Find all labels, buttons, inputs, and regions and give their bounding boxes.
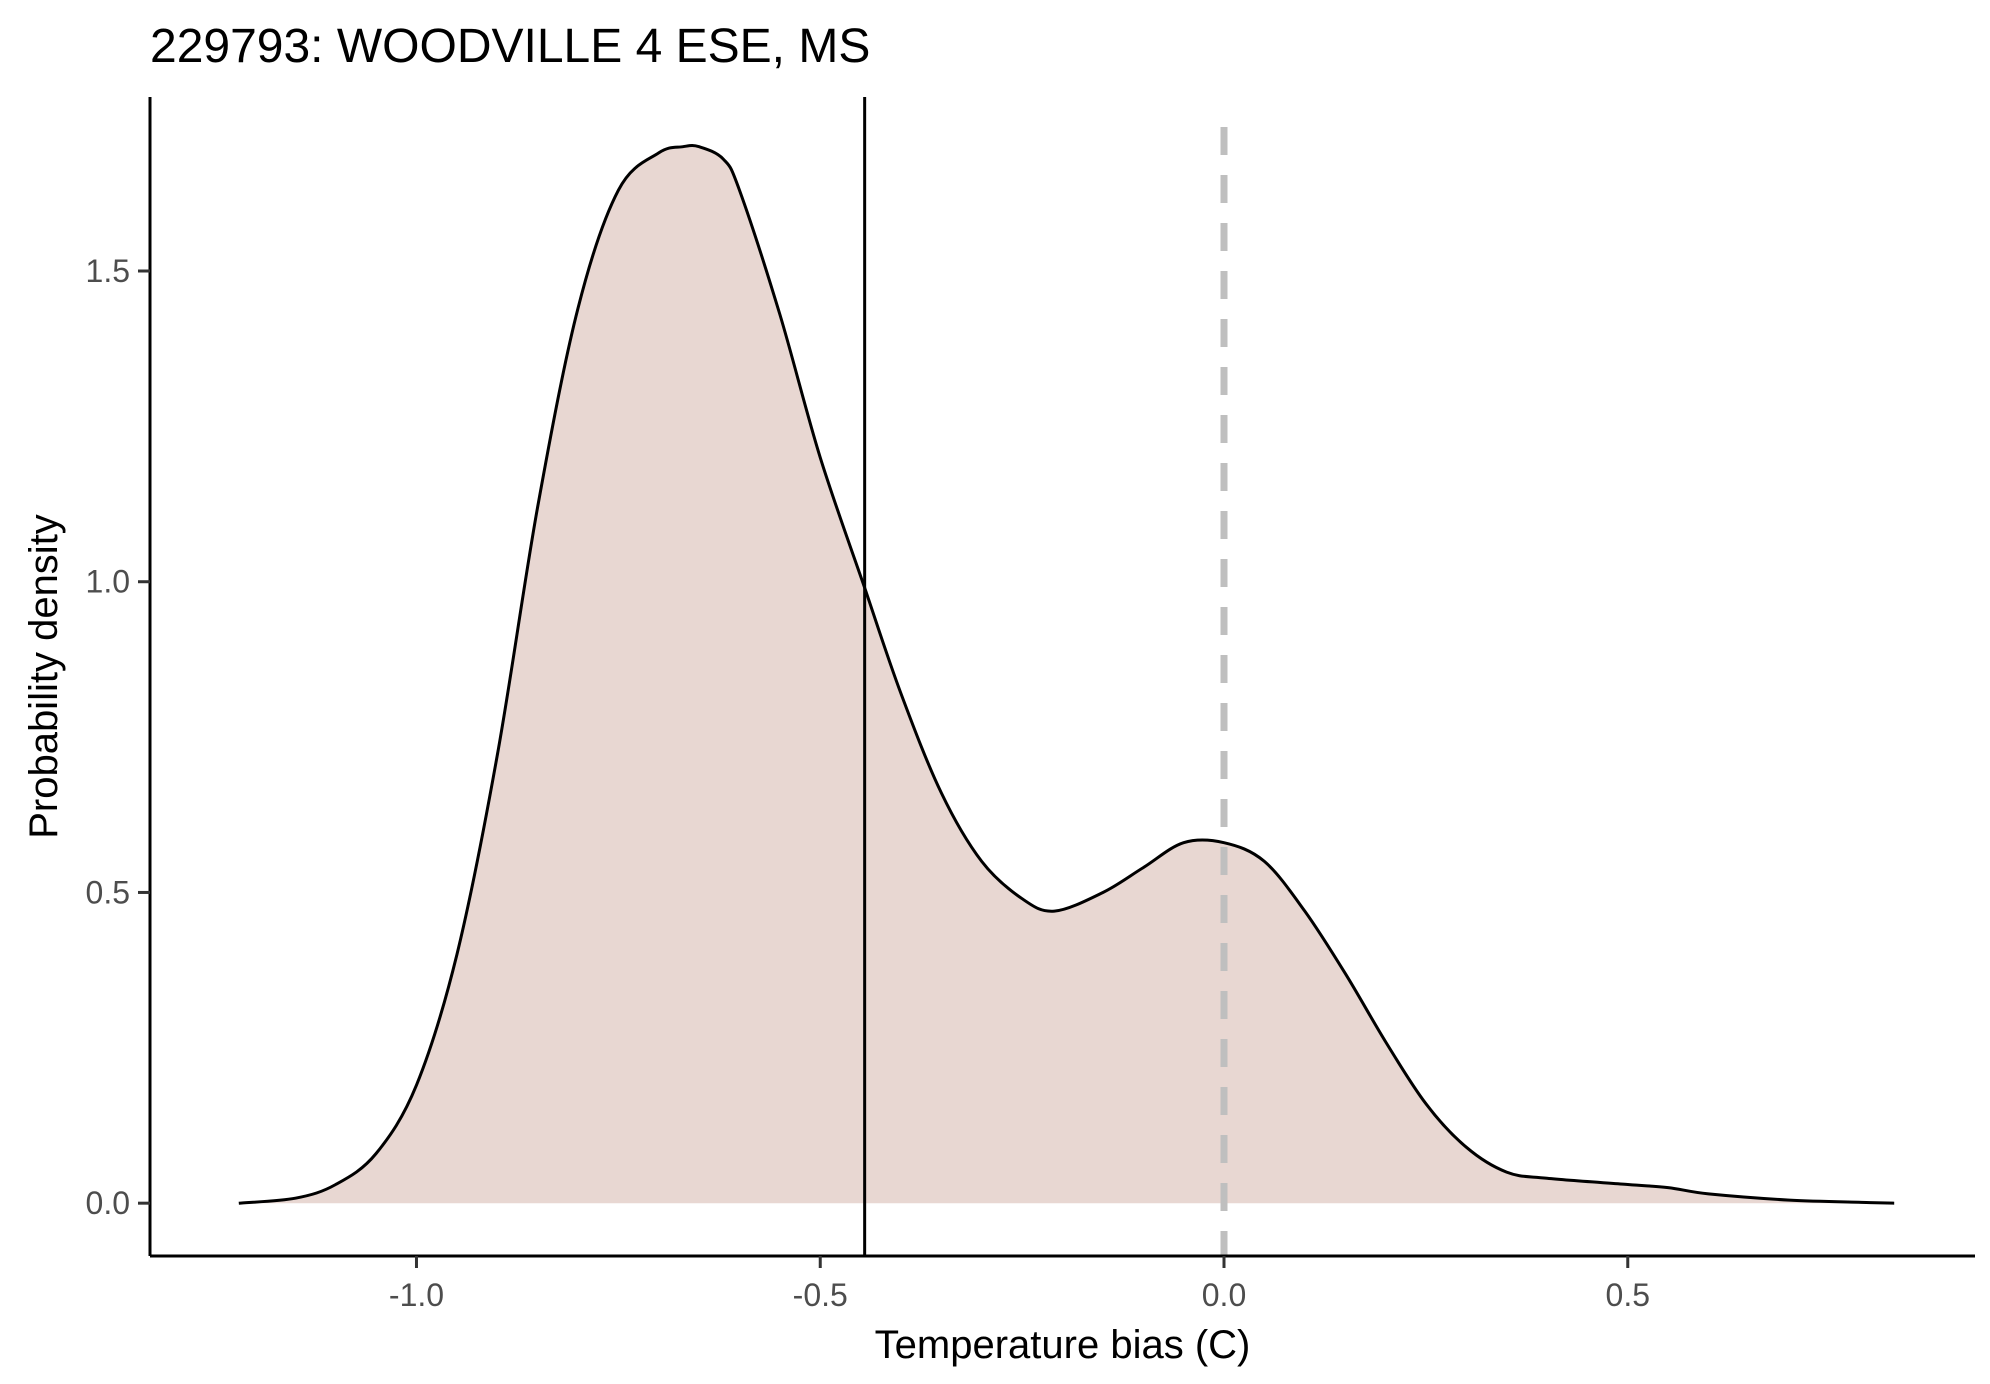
x-tick-label: -1.0: [389, 1277, 444, 1313]
y-tick-label: 1.0: [86, 564, 130, 600]
x-axis-ticks: -1.0 -0.5 0.0 0.5: [389, 1256, 1650, 1313]
x-tick-label: -0.5: [793, 1277, 848, 1313]
x-tick-label: 0.5: [1606, 1277, 1650, 1313]
density-curve-line: [238, 144, 1895, 1205]
y-tick-label: 0.0: [86, 1185, 130, 1221]
y-axis-title: Probability density: [22, 514, 66, 839]
x-tick-label: 0.0: [1202, 1277, 1246, 1313]
y-axis-ticks: 0.0 0.5 1.0 1.5: [86, 253, 150, 1221]
reference-lines: [863, 97, 1228, 1256]
y-tick-label: 0.5: [86, 874, 130, 910]
density-area-fill: [238, 145, 1895, 1204]
chart-title: 229793: WOODVILLE 4 ESE, MS: [150, 20, 870, 73]
plot-area: [238, 144, 1895, 1205]
y-tick-label: 1.5: [86, 253, 130, 289]
x-axis-title: Temperature bias (C): [875, 1323, 1251, 1367]
